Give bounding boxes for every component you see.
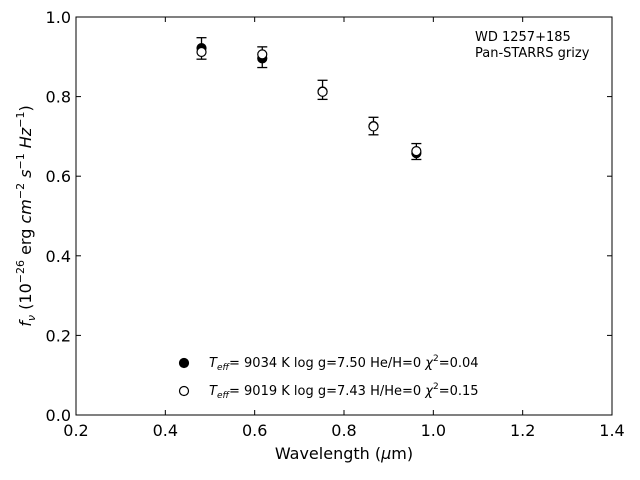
legend-label-open: Teff= 9019 K log g=7.43 H/He=0 χ2=0.15 bbox=[209, 382, 479, 401]
legend-filled-marker bbox=[178, 357, 190, 369]
y-tick-label: 0.2 bbox=[46, 326, 71, 345]
y-tick-label: 0.6 bbox=[46, 167, 71, 186]
y-tick-label: 0.8 bbox=[46, 88, 71, 107]
y-axis-label: fν (10−26 erg cm−2 s−1 Hz−1) bbox=[14, 105, 38, 326]
annotation-line1: WD 1257+185 bbox=[475, 30, 571, 45]
model-point-open bbox=[196, 46, 207, 58]
x-tick-label: 1.2 bbox=[510, 421, 535, 440]
x-tick-label: 0.4 bbox=[153, 421, 178, 440]
x-tick-label: 1.0 bbox=[421, 421, 446, 440]
model-point-open bbox=[317, 86, 328, 97]
x-tick-label: 1.4 bbox=[599, 421, 624, 440]
x-tick-label: 0.8 bbox=[331, 421, 356, 440]
model-point-open bbox=[368, 121, 379, 132]
annotation-line2: Pan-STARRS grizy bbox=[475, 46, 590, 61]
x-tick-label: 0.6 bbox=[242, 421, 267, 440]
model-point-open bbox=[257, 49, 268, 60]
legend-label-filled: Teff= 9034 K log g=7.50 He/H=0 χ2=0.04 bbox=[209, 354, 479, 373]
x-axis-label: Wavelength (μm) bbox=[275, 444, 413, 463]
x-tick-label: 0.2 bbox=[63, 421, 88, 440]
y-tick-label: 0.4 bbox=[46, 247, 71, 266]
y-tick-label: 0.0 bbox=[46, 406, 71, 425]
y-tick-label: 1.0 bbox=[46, 8, 71, 27]
model-point-open bbox=[411, 146, 422, 157]
plot-area: 0.2 0.4 0.6 0.8 1.0 1.2 1.40.00.20.40.60.81.0 bbox=[46, 8, 625, 440]
legend-open-marker bbox=[178, 385, 190, 397]
